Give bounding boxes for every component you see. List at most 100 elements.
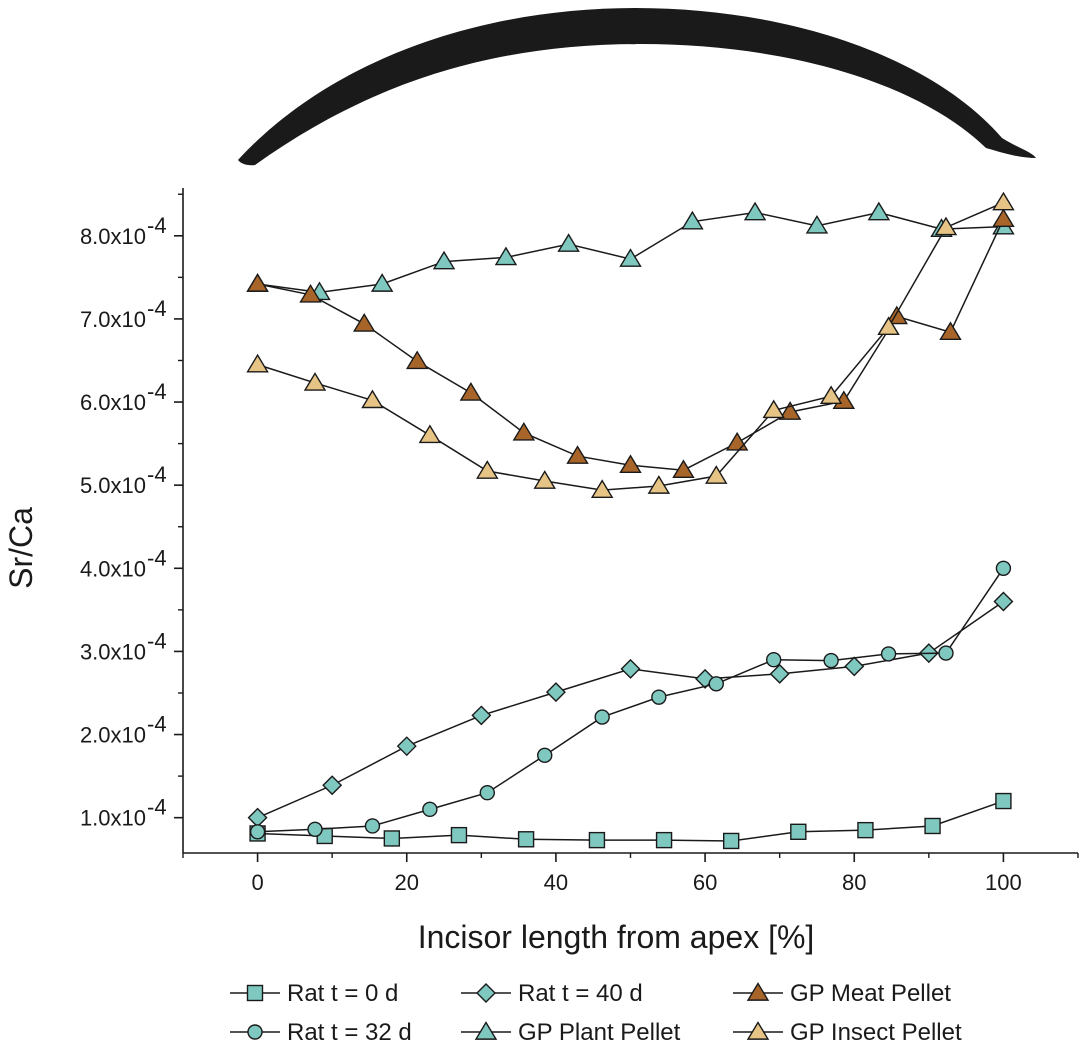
y-tick-exponent: -4 [147,462,167,487]
data-point-rat-t-40-d [620,658,641,679]
data-point-rat-t-40-d [993,591,1014,612]
y-tick-label: 6.0x10 [80,390,146,415]
data-point-rat-t-0-d [450,826,468,844]
data-point-gp-meat-pellet [725,431,749,451]
data-point-rat-t-32-d [938,645,954,661]
legend-item-gp-meat-pellet: GP Meat Pellet [733,980,951,1007]
series-rat-t-0-d [249,792,1012,850]
y-tick-label: 1.0x10 [80,806,146,831]
series-line-rat-t-32-d [257,567,1005,833]
data-point-gp-meat-pellet [619,454,642,474]
legend-marker [746,1021,770,1040]
data-point-rat-t-32-d [364,818,381,834]
series-layer [246,191,1015,850]
y-tick-label: 4.0x10 [80,556,146,581]
data-point-gp-meat-pellet [405,350,429,370]
y-tick-label: 8.0x10 [80,224,146,249]
legend-marker [746,982,770,1001]
data-point-rat-t-40-d [769,663,790,684]
data-point-rat-t-32-d [995,560,1012,576]
data-point-rat-t-32-d [766,652,782,668]
data-point-rat-t-0-d [588,831,606,849]
legend-label: Rat t = 0 d [287,980,398,1007]
data-point-rat-t-0-d [517,831,535,848]
x-tick-label: 100 [985,870,1022,895]
y-tick-exponent: -4 [147,545,167,570]
data-point-gp-plant-pellet [494,246,518,266]
data-point-rat-t-40-d [545,682,566,703]
data-point-rat-t-32-d [880,646,897,662]
data-point-gp-plant-pellet [743,201,767,221]
legend-label: GP Plant Pellet [518,1019,681,1046]
data-point-gp-meat-pellet [246,273,269,292]
series-line-gp-insect-pellet [257,201,1004,491]
data-point-rat-t-0-d [383,830,401,847]
x-axis-title: Incisor length from apex [%] [418,919,815,955]
data-point-gp-insect-pellet [590,479,614,498]
data-point-rat-t-0-d [790,823,807,841]
legend-item-rat-t-40-d: Rat t = 40 d [461,980,643,1007]
y-tick-exponent: -4 [147,379,167,404]
data-point-gp-meat-pellet [299,283,322,303]
series-rat-t-32-d [249,560,1012,840]
data-point-rat-t-32-d [479,785,495,801]
data-point-gp-meat-pellet [939,321,962,341]
data-point-gp-insect-pellet [418,424,442,444]
y-tick-exponent: -4 [147,213,167,238]
legend-label: GP Insect Pellet [790,1019,962,1046]
legend-item-gp-insect-pellet: GP Insect Pellet [733,1019,962,1046]
data-point-rat-t-32-d [249,824,266,840]
data-point-gp-meat-pellet [778,401,802,420]
series-gp-insect-pellet [246,191,1015,498]
y-tick-label: 2.0x10 [80,723,146,748]
data-point-rat-t-40-d [247,807,268,828]
data-point-gp-plant-pellet [805,214,829,234]
x-ticks: 0 20 40 60 80 100 [182,853,1079,895]
legend-label: GP Meat Pellet [790,980,951,1007]
legend-item-rat-t-0-d: Rat t = 0 d [230,980,398,1007]
y-tick-label: 3.0x10 [80,639,146,664]
data-point-gp-insect-pellet [877,316,900,336]
data-point-gp-meat-pellet [352,313,376,332]
y-tick-exponent: -4 [147,795,167,820]
data-point-gp-insect-pellet [246,353,269,373]
data-point-rat-t-0-d [722,832,740,850]
data-point-gp-insect-pellet [934,216,958,236]
data-point-gp-plant-pellet [681,210,704,230]
series-gp-plant-pellet [246,201,1015,301]
legend-label: Rat t = 32 d [287,1019,412,1046]
x-tick-label: 40 [544,870,568,895]
data-point-rat-t-32-d [422,801,438,818]
data-point-rat-t-40-d [396,736,417,757]
data-point-gp-plant-pellet [867,201,891,221]
data-point-rat-t-32-d [537,747,553,764]
data-point-gp-plant-pellet [557,233,580,252]
data-point-rat-t-40-d [322,775,343,796]
data-point-gp-plant-pellet [432,250,456,270]
data-point-gp-plant-pellet [370,273,394,292]
data-point-gp-meat-pellet [885,305,909,325]
x-tick-label: 0 [251,870,263,895]
data-point-rat-t-40-d [844,656,865,677]
y-tick-exponent: -4 [147,296,167,321]
y-tick-exponent: -4 [147,712,167,737]
x-tick-label: 80 [842,870,866,895]
series-gp-meat-pellet [246,208,1015,479]
data-point-gp-insect-pellet [819,385,843,405]
y-tick-exponent: -4 [147,628,167,653]
y-axis-title: Sr/Ca [3,507,39,589]
data-point-gp-insect-pellet [762,399,785,419]
data-point-gp-insect-pellet [647,475,671,494]
legend-item-rat-t-32-d: Rat t = 32 d [230,1019,412,1046]
data-point-gp-insect-pellet [992,191,1015,211]
data-point-gp-insect-pellet [361,389,384,409]
x-tick-label: 20 [395,870,419,895]
incisor-silhouette [238,8,1036,166]
legend: Rat t = 0 d Rat t = 40 d GP Meat Pellet Rat… [230,980,962,1046]
data-point-gp-meat-pellet [459,382,483,401]
data-point-gp-meat-pellet [672,459,695,479]
series-line-rat-t-40-d [257,600,1004,819]
series-rat-t-40-d [247,591,1014,828]
data-point-gp-insect-pellet [303,372,327,391]
